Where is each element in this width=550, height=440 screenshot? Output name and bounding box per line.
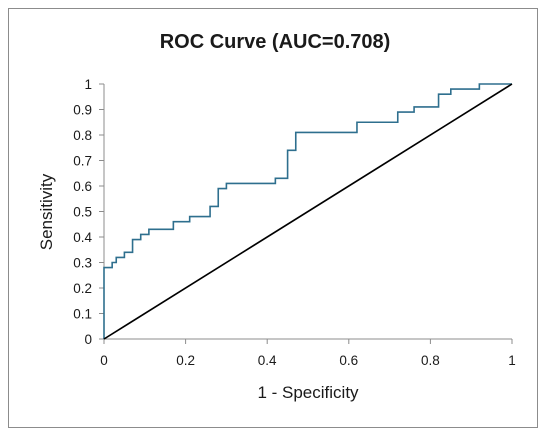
y-tick-label: 0.9 xyxy=(73,103,92,118)
y-tick-label: 0.7 xyxy=(73,154,92,169)
x-axis-label: 1 - Specificity xyxy=(257,383,359,402)
x-tick-label: 1 xyxy=(508,353,516,368)
y-tick-label: 0.4 xyxy=(73,230,92,245)
y-tick-label: 0.6 xyxy=(73,179,92,194)
tick-labels-group: 0 0.1 0.2 0.3 0.4 0.5 0.6 0.7 0.8 0.9 1 0 0.2 0.4 0.6 0… xyxy=(73,77,516,368)
reference-diagonal-line xyxy=(103,83,513,340)
x-tick-label: 0 xyxy=(100,353,108,368)
x-tick-label: 0.8 xyxy=(421,353,440,368)
y-tick-label: 0.2 xyxy=(73,281,92,296)
y-tick-label: 0.5 xyxy=(73,205,92,220)
y-axis-label: Sensitivity xyxy=(37,173,56,250)
x-tick-label: 0.2 xyxy=(176,353,195,368)
y-tick-label: 0.8 xyxy=(73,128,92,143)
y-tick-label: 0.3 xyxy=(73,256,92,271)
y-tick-label: 0.1 xyxy=(73,307,92,322)
chart-frame xyxy=(8,8,538,428)
series-group xyxy=(103,83,513,340)
roc-curve-line xyxy=(103,83,512,339)
y-tick-label: 0 xyxy=(84,332,92,347)
chart-title: ROC Curve (AUC=0.708) xyxy=(160,31,391,53)
x-tick-label: 0.6 xyxy=(339,353,358,368)
y-tick-label: 1 xyxy=(84,77,92,92)
x-tick-label: 0.4 xyxy=(258,353,277,368)
